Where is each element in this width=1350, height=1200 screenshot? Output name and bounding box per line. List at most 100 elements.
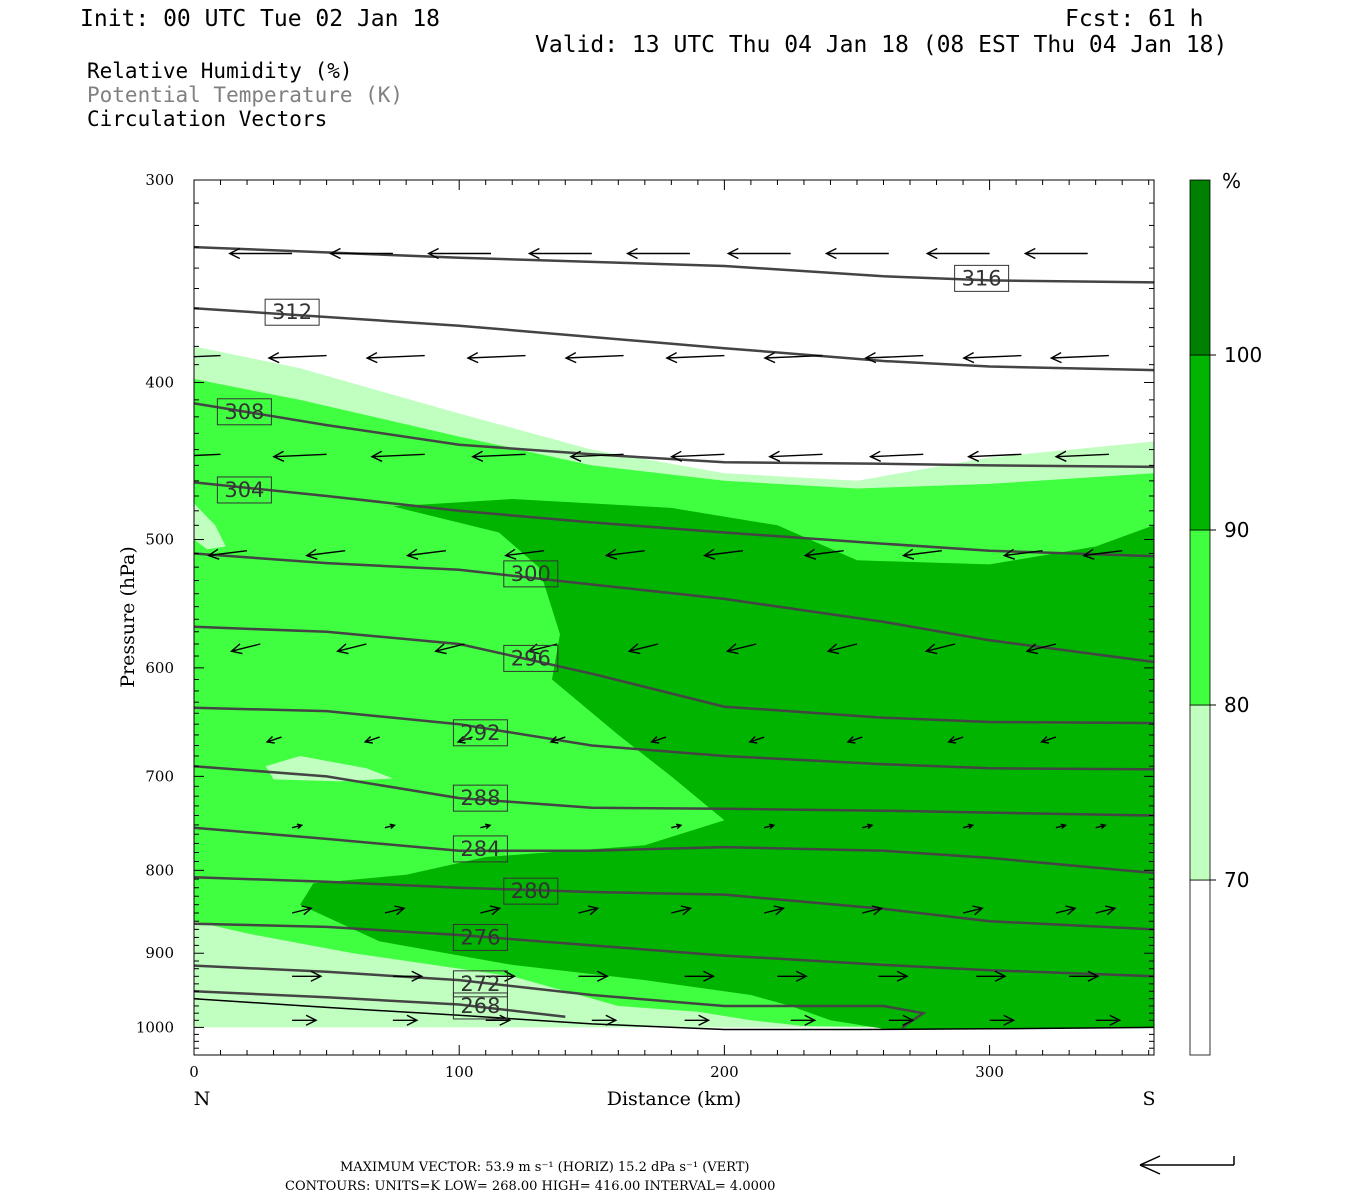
vector-4-1: [336, 643, 367, 655]
x-tick-label-300: 300: [975, 1063, 1004, 1081]
init-time: Init: 00 UTC Tue 02 Jan 18: [80, 6, 440, 32]
vector-5-8: [1040, 736, 1057, 744]
vector-7-2: [480, 905, 502, 916]
colorbar-segment-4: [1189, 179, 1211, 356]
vector-1-9: [1049, 351, 1109, 364]
theta-contour-272: [194, 964, 927, 1029]
vector-8-1: [392, 970, 424, 982]
forecast-hour: Fcst: 61 h: [1065, 6, 1203, 32]
vector-9-0: [292, 1014, 318, 1026]
valid-time: Valid: 13 UTC Thu 04 Jan 18 (08 EST Thu …: [535, 32, 1227, 58]
theta-label-288: 288: [460, 786, 500, 810]
vector-8-3: [578, 970, 609, 982]
vector-0-2: [328, 247, 393, 260]
x-axis-title: Distance (km): [607, 1088, 742, 1110]
theta-label-312: 312: [272, 300, 312, 324]
vector-2-6: [768, 450, 823, 462]
vector-0-4: [527, 247, 592, 260]
theta-label-292: 292: [460, 721, 500, 745]
vector-8-5: [777, 970, 808, 982]
vector-5-6: [846, 736, 863, 744]
theta-contour-284: [194, 826, 1154, 875]
vector-4-5: [725, 643, 757, 655]
y-tick-label-800: 800: [145, 861, 174, 879]
y-axis-title: Pressure (hPa): [117, 546, 139, 688]
vector-9-2: [485, 1014, 512, 1026]
theta-label-box-288: [452, 784, 508, 812]
vector-3-7: [901, 548, 942, 560]
vector-8-7: [976, 970, 1007, 982]
x-tick-label-100: 100: [445, 1063, 474, 1081]
theta-label-316: 316: [962, 266, 1002, 290]
theta-contour-300: [194, 552, 1154, 664]
theta-label-box-300: [503, 560, 559, 588]
y-tick-label-500: 500: [145, 531, 174, 549]
colorbar-label-90: 90: [1224, 518, 1249, 542]
colorbar-unit: %: [1222, 169, 1241, 193]
vector-4-6: [826, 643, 858, 655]
vector-0-5: [625, 247, 690, 260]
vector-9-6: [888, 1014, 915, 1026]
vector-6-6: [962, 823, 975, 830]
colorbar-label-80: 80: [1224, 693, 1249, 717]
vector-8-4: [684, 970, 715, 982]
x-tick-label-0: 0: [189, 1063, 199, 1081]
vector-5-1: [363, 736, 380, 744]
vector-9-1: [392, 1014, 419, 1026]
vector-6-1: [384, 823, 396, 830]
x-end-label-south: S: [1142, 1088, 1155, 1110]
colorbar-label-70: 70: [1224, 868, 1249, 892]
vector-7-9: [1095, 905, 1117, 916]
vector-5-2: [456, 736, 473, 744]
theta-contour-268: [194, 990, 566, 1019]
vector-5-3: [549, 736, 566, 744]
vector-2-8: [967, 450, 1022, 462]
field-vectors-label: Circulation Vectors: [87, 107, 327, 131]
vector-3-6: [803, 548, 844, 560]
theta-label-272: 272: [460, 972, 500, 996]
terrain-surface: [194, 997, 1154, 1031]
theta-contour-276: [194, 922, 1154, 978]
vector-2-4: [569, 450, 624, 462]
y-tick-label-400: 400: [145, 373, 174, 391]
vector-9-5: [790, 1014, 817, 1026]
vector-6-4: [764, 823, 776, 830]
vector-9-4: [684, 1014, 711, 1026]
vector-7-8: [1055, 905, 1077, 916]
vector-6-5: [862, 823, 874, 830]
theta-label-box-292: [452, 719, 508, 747]
vector-2-5: [670, 450, 725, 462]
theta-contours: [194, 245, 1154, 1029]
reference-vector: [1139, 1155, 1235, 1175]
max-vector-info: MAXIMUM VECTOR: 53.9 m s⁻¹ (HORIZ) 15.2 …: [340, 1160, 749, 1175]
y-tick-label-700: 700: [145, 767, 174, 785]
vector-7-6: [862, 905, 884, 916]
vector-5-7: [947, 736, 964, 744]
y-tick-label-300: 300: [145, 171, 174, 189]
colorbar-label-100: 100: [1224, 343, 1262, 367]
theta-label-box-312: [264, 298, 320, 326]
vector-9-7: [989, 1014, 1016, 1026]
contours-info: CONTOURS: UNITS=K LOW= 268.00 HIGH= 416.…: [285, 1179, 775, 1194]
vector-6-2: [480, 823, 492, 830]
vector-1-7: [864, 351, 924, 364]
theta-contour-296: [194, 625, 1154, 725]
theta-label-284: 284: [460, 837, 500, 861]
vector-7-1: [384, 905, 406, 916]
vector-3-0: [207, 548, 248, 560]
vector-0-7: [824, 247, 889, 260]
vector-0-6: [726, 247, 791, 260]
theta-contour-316: [194, 245, 1154, 284]
vector-0-0: [132, 249, 194, 259]
vector-8-8: [1069, 970, 1100, 982]
vector-0-1: [228, 247, 293, 260]
vector-0-3: [427, 247, 491, 260]
x-tick-label-200: 200: [710, 1063, 739, 1081]
rh-patch-1: [194, 503, 226, 550]
theta-contour-292: [194, 706, 1154, 771]
theta-label-box-268: [452, 992, 508, 1020]
vector-1-2: [365, 351, 425, 364]
theta-label-box-308: [216, 398, 272, 426]
